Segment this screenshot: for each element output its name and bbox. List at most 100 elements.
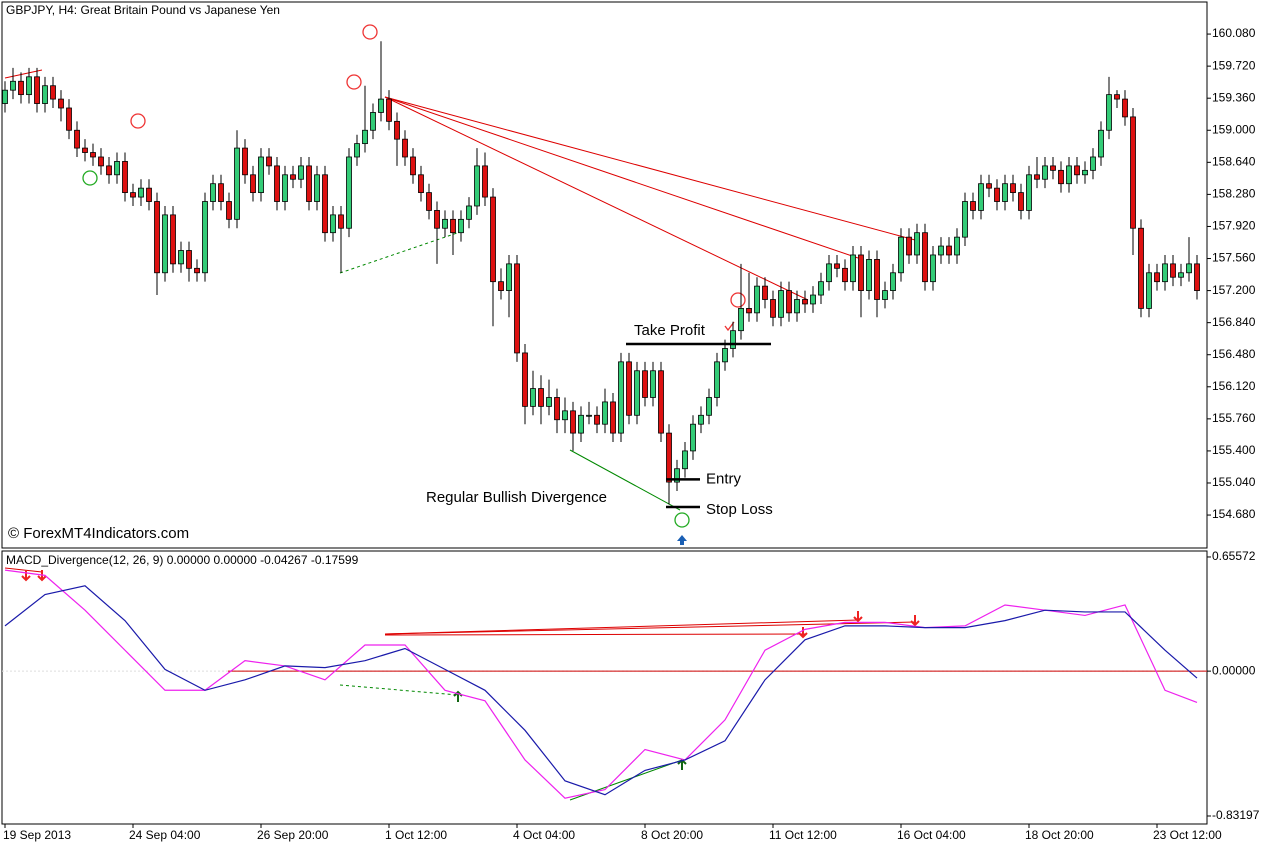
candle-body [378,98,384,113]
y-tick-label: 160.080 [1212,26,1256,40]
y-tick-label: 159.000 [1212,122,1256,136]
candle-body [322,174,328,234]
indicator-title: MACD_Divergence(12, 26, 9) 0.00000 0.000… [6,553,359,567]
y-tick-label: 158.640 [1212,154,1256,168]
candle-body [922,232,928,283]
trendlines [4,69,916,801]
candle-body [434,210,440,229]
candle-body [218,183,224,202]
candle-body [1130,116,1136,229]
trendline [384,619,859,635]
candle-body [690,423,696,452]
candle-body [1138,227,1144,309]
candle-body [162,214,168,274]
x-tick-label: 16 Oct 04:00 [897,828,966,842]
candle-body [154,201,160,274]
candle-body [138,187,144,198]
candle-body [842,267,848,283]
candle-body [986,183,992,189]
candle-body [282,174,288,202]
candle-body [58,98,64,109]
candle-body [610,401,616,434]
candle-body [682,450,688,470]
candle-body [242,147,248,176]
candle-body [458,218,464,234]
sell-icon [130,113,146,129]
trendline [384,96,809,301]
check-icon [724,321,735,332]
candle-body [730,330,736,349]
x-tick-label: 19 Sep 2013 [3,828,71,842]
candle-body [2,89,8,104]
candle-body [866,259,872,291]
chart-title: GBPJPY, H4: Great Britain Pound vs Japan… [6,3,280,17]
candle-body [658,370,664,434]
candle-body [90,152,96,158]
candle-body [490,196,496,283]
candle-body [1050,165,1056,171]
candle-body [898,236,904,274]
candle-body [850,254,856,283]
candle-body [258,156,264,194]
candle-body [858,254,864,291]
x-tick-label: 11 Oct 12:00 [769,828,837,842]
candle-body [802,299,808,305]
y-tick-label: 155.760 [1212,411,1256,425]
candle-body [290,174,296,180]
y-tick-label: 156.480 [1212,347,1256,361]
candle-body [1090,156,1096,171]
y-tick-label: -0.83197 [1212,808,1260,822]
candle-body [1170,263,1176,278]
candle-body [594,414,600,425]
candle-body [1034,174,1040,180]
candle-body [354,143,360,158]
candle-body [498,281,504,291]
candle-body [930,254,936,283]
candle-body [418,174,424,194]
candle-body [226,201,232,220]
candle-body [722,348,728,363]
candle-body [954,236,960,256]
candle-body [530,388,536,407]
indicator-line [4,585,1198,796]
x-tick-label: 4 Oct 04:00 [513,828,575,842]
candle-body [146,187,152,202]
candle-body [306,165,312,202]
annotation: Take Profit [634,322,706,339]
candle-body [234,147,240,220]
y-tick-label: 157.920 [1212,219,1256,233]
candle-body [98,156,104,167]
candle-body [618,361,624,434]
candle-body [26,76,32,96]
y-tick-label: 157.560 [1212,251,1256,265]
candle-body [1154,272,1160,283]
candle-body [562,410,568,421]
annotation: Entry [706,470,742,487]
x-tick-label: 26 Sep 20:00 [257,828,329,842]
macd-panel [1,550,1208,825]
x-tick-label: 18 Oct 20:00 [1025,828,1094,842]
candle-body [666,432,672,483]
candle-body [826,263,832,283]
candle-body [818,281,824,296]
sell-arrows [21,570,920,639]
candle-body [178,250,184,265]
candle-body [578,414,584,434]
buy-icon [674,512,690,528]
candle-body [410,156,416,176]
watermark: © ForexMT4Indicators.com [8,525,189,542]
sell-icon [730,292,746,308]
candle-body [786,290,792,314]
y-tick-label: 155.040 [1212,475,1256,489]
candle-body [194,267,200,274]
candle-body [794,299,800,314]
candle-body [754,285,760,314]
candle-body [1194,263,1200,291]
candle-body [202,201,208,274]
candle-body [962,201,968,238]
candle-body [634,370,640,416]
candle-body [50,85,56,100]
candle-body [34,76,40,104]
y-tick-label: 159.360 [1212,90,1256,104]
